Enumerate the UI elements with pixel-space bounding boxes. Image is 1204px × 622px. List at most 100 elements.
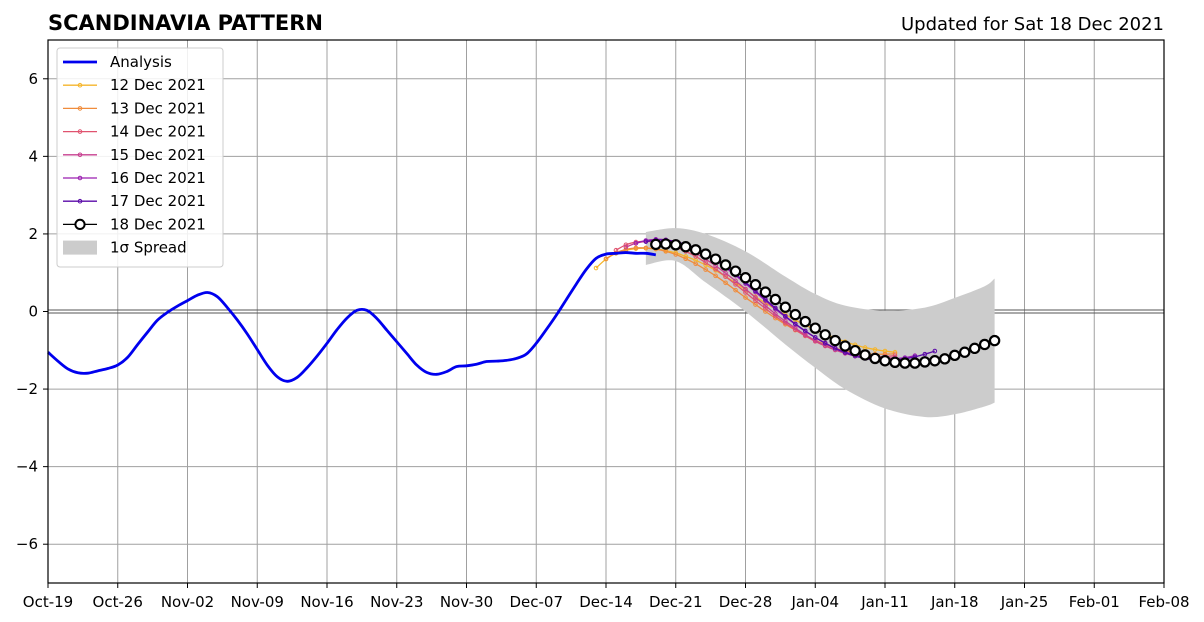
- forecast-point: [773, 305, 778, 311]
- legend-label-forecast: 17 Dec 2021: [110, 192, 206, 210]
- legend-label-forecast: 12 Dec 2021: [110, 76, 206, 94]
- x-tick-label: Nov-16: [300, 593, 353, 611]
- forecast-point: [643, 239, 649, 244]
- legend-label-spread: 1σ Spread: [110, 239, 187, 257]
- legend-marker: [77, 152, 83, 158]
- forecast-point: [932, 348, 938, 354]
- legend-label-forecast: 18 Dec 2021: [110, 215, 206, 233]
- legend-label-forecast: 14 Dec 2021: [110, 123, 206, 141]
- x-tick-label: Oct-19: [23, 593, 73, 611]
- legend-label-forecast: 16 Dec 2021: [110, 169, 206, 187]
- forecast-point: [859, 349, 871, 361]
- forecast-point: [650, 238, 662, 251]
- forecast-point: [723, 270, 728, 276]
- forecast-point: [849, 344, 861, 357]
- forecast-point: [713, 273, 718, 279]
- forecast-point: [889, 356, 901, 369]
- legend-marker: [74, 218, 86, 230]
- forecast-point: [922, 351, 928, 357]
- forecast-point: [739, 272, 752, 284]
- legend-marker: [77, 129, 83, 134]
- forecast-point: [680, 241, 692, 253]
- x-axis: Oct-19 Oct-26 Nov-02 Nov-09 Nov-16 Nov-23 Nov-…: [23, 583, 1190, 611]
- forecast-point: [593, 265, 599, 271]
- forecast-point: [693, 261, 698, 267]
- forecast-point: [759, 286, 772, 298]
- forecast-point: [660, 238, 672, 250]
- forecast-point: [723, 280, 728, 286]
- forecast-point: [899, 357, 911, 369]
- legend-label-forecast: 15 Dec 2021: [110, 146, 206, 164]
- forecast-point: [733, 278, 738, 284]
- forecast-point: [939, 353, 951, 365]
- y-tick-label: 4: [28, 147, 38, 165]
- forecast-series: [650, 238, 1001, 369]
- forecast-point: [812, 335, 818, 340]
- forecast-point: [802, 328, 808, 334]
- forecast-point: [699, 248, 712, 260]
- forecast-point: [689, 244, 702, 256]
- x-tick-label: Dec-28: [719, 593, 773, 611]
- forecast-point: [793, 321, 798, 327]
- forecast-point: [763, 306, 768, 311]
- forecast-point: [773, 311, 778, 317]
- forecast-point: [643, 245, 649, 251]
- forecast-layer: [593, 237, 1001, 369]
- forecast-point: [988, 334, 1001, 347]
- legend-box: [56, 47, 224, 268]
- x-tick-label: Nov-09: [231, 593, 284, 611]
- y-tick-label: 2: [28, 225, 38, 243]
- forecast-point: [832, 346, 838, 351]
- x-tick-label: Feb-08: [1138, 593, 1189, 611]
- forecast-point: [749, 279, 762, 291]
- analysis-layer: [47, 251, 657, 383]
- forecast-point: [959, 346, 971, 358]
- forecast-point: [879, 355, 891, 367]
- y-axis: −6 −4 −2 0 2 4 6: [16, 70, 48, 553]
- forecast-point: [919, 356, 931, 368]
- forecast-point: [968, 342, 981, 355]
- forecast-point: [929, 355, 941, 367]
- x-tick-label: Jan-18: [930, 593, 979, 611]
- forecast-point: [978, 338, 991, 351]
- forecast-point: [769, 293, 782, 306]
- forecast-point: [753, 295, 758, 300]
- forecast-point: [623, 244, 629, 250]
- legend-marker: [77, 82, 83, 88]
- y-tick-label: 6: [28, 70, 38, 88]
- x-tick-label: Dec-07: [509, 593, 563, 611]
- forecast-point: [683, 256, 689, 262]
- x-tick-label: Nov-30: [440, 593, 493, 611]
- forecast-point: [829, 334, 841, 347]
- forecast-point: [603, 256, 609, 262]
- x-tick-label: Dec-14: [579, 593, 633, 611]
- forecast-point: [839, 340, 851, 352]
- forecast-point: [673, 252, 679, 257]
- legend: Analysis 12 Dec 2021 13 Dec 2021 14 Dec 202…: [56, 47, 224, 268]
- forecast-point: [763, 303, 768, 308]
- legend-marker: [77, 106, 83, 111]
- forecast-point: [633, 245, 639, 251]
- forecast-point: [949, 349, 961, 362]
- legend-marker: [77, 175, 83, 181]
- analysis-line: [47, 251, 657, 383]
- forecast-point: [719, 259, 732, 271]
- x-tick-label: Jan-04: [790, 593, 839, 611]
- forecast-point: [789, 308, 802, 321]
- forecast-point: [819, 329, 831, 341]
- forecast-point: [822, 341, 828, 346]
- forecast-point: [743, 295, 748, 300]
- forecast-point: [709, 253, 722, 265]
- chart-title: SCANDINAVIA PATTERN: [48, 11, 323, 35]
- y-tick-label: 0: [28, 303, 38, 321]
- x-tick-label: Nov-23: [370, 593, 423, 611]
- x-tick-label: Jan-25: [1000, 593, 1049, 611]
- x-tick-label: Jan-11: [860, 593, 909, 611]
- forecast-point: [733, 287, 738, 293]
- legend-label-analysis: Analysis: [110, 53, 172, 71]
- x-tick-label: Oct-26: [93, 593, 143, 611]
- x-tick-label: Feb-01: [1069, 593, 1120, 611]
- forecast-point: [633, 240, 639, 246]
- forecast-point: [872, 347, 878, 352]
